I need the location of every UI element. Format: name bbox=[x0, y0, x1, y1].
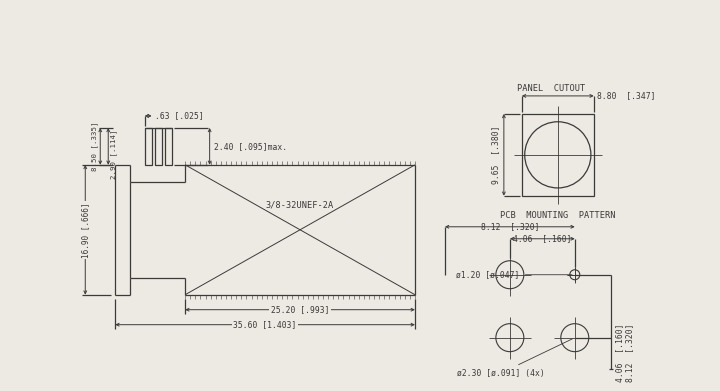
Text: .63 [.025]: .63 [.025] bbox=[155, 111, 204, 120]
Bar bbox=[522, 114, 594, 196]
Text: 8.50 [.335]: 8.50 [.335] bbox=[91, 122, 98, 171]
Text: ø1.20 [ø.047]: ø1.20 [ø.047] bbox=[456, 270, 572, 279]
Text: 4.06  [.160]: 4.06 [.160] bbox=[615, 324, 624, 382]
Text: 8.12  [.320]: 8.12 [.320] bbox=[481, 222, 539, 231]
Text: 25.20 [.993]: 25.20 [.993] bbox=[271, 305, 329, 314]
Text: 35.60 [1.403]: 35.60 [1.403] bbox=[233, 320, 297, 329]
Text: 4.06  [.160]: 4.06 [.160] bbox=[513, 234, 572, 243]
Text: 16.90 [.666]: 16.90 [.666] bbox=[81, 202, 90, 258]
Bar bbox=[155, 128, 162, 165]
Text: 2.40 [.095]max.: 2.40 [.095]max. bbox=[214, 142, 287, 151]
Text: 9.65  [.380]: 9.65 [.380] bbox=[491, 126, 500, 184]
Text: ø2.30 [ø.091] (4x): ø2.30 [ø.091] (4x) bbox=[457, 339, 572, 378]
Bar bbox=[145, 128, 152, 165]
Text: PANEL  CUTOUT: PANEL CUTOUT bbox=[517, 84, 585, 93]
Text: 3/8-32UNEF-2A: 3/8-32UNEF-2A bbox=[266, 200, 334, 209]
Text: 8.80  [.347]: 8.80 [.347] bbox=[597, 91, 655, 100]
Bar bbox=[165, 128, 171, 165]
Text: PCB  MOUNTING  PATTERN: PCB MOUNTING PATTERN bbox=[500, 211, 616, 220]
Text: 8.12  [.320]: 8.12 [.320] bbox=[625, 324, 634, 382]
Text: 2.90 [.114]: 2.90 [.114] bbox=[110, 129, 117, 179]
